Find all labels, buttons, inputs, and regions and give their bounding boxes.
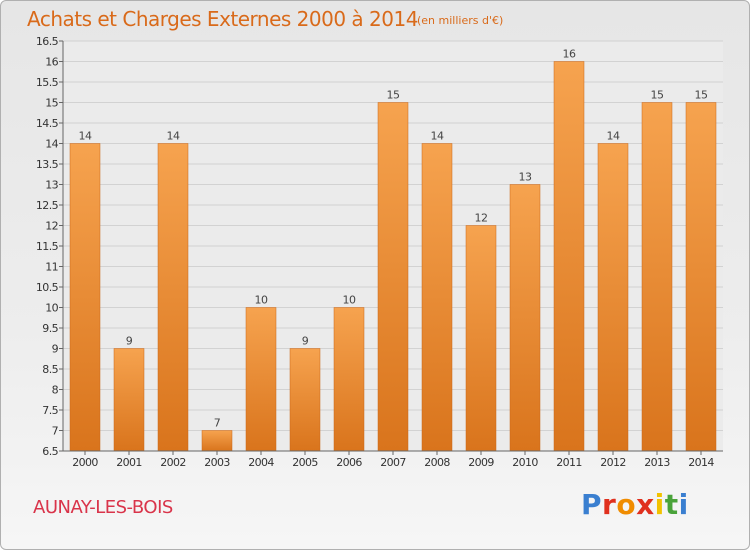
x-axis: 2000 2001 2002 2003 2004 2005 2006 2007 2008 2009…: [63, 450, 723, 469]
chart-title: Achats et Charges Externes 2000 à 2014: [27, 7, 418, 31]
bar-2007: [377, 102, 409, 452]
x-tick-label: 2005: [292, 456, 318, 469]
bar-2002: [157, 143, 189, 452]
x-tick-label: 2012: [600, 456, 626, 469]
y-tick-label: 14: [45, 138, 58, 151]
x-tick-label: 2009: [468, 456, 494, 469]
x-tick-label: 2000: [72, 456, 98, 469]
y-tick-label: 10.5: [36, 281, 59, 294]
bar-value-label: 12: [475, 212, 488, 225]
y-tick-label: 9: [52, 343, 59, 356]
x-tick-label: 2013: [644, 456, 670, 469]
bar-value-label: 15: [651, 89, 664, 102]
y-tick-label: 12.5: [36, 199, 59, 212]
bar-2004: [245, 307, 277, 452]
bar-value-label: 14: [431, 130, 444, 143]
bar-value-label: 9: [302, 335, 309, 348]
bar-value-label: 16: [563, 48, 576, 61]
y-tick-label: 15.5: [36, 76, 59, 89]
bar-2006: [333, 307, 365, 452]
y-tick-label: 8.5: [42, 363, 58, 376]
y-tick-label: 8: [52, 384, 59, 397]
x-tick-label: 2007: [380, 456, 406, 469]
y-tick-label: 16: [45, 56, 58, 69]
y-tick-label: 16.5: [36, 35, 59, 48]
y-tick-label: 15: [45, 97, 58, 110]
y-tick-label: 9.5: [42, 322, 58, 335]
bar-value-label: 13: [519, 171, 532, 184]
y-tick-label: 11.5: [36, 240, 59, 253]
bar-value-label: 10: [343, 294, 356, 307]
bar-value-label: 10: [255, 294, 268, 307]
bar-value-label: 15: [387, 89, 400, 102]
bar-value-label: 14: [167, 130, 180, 143]
bar-2014: [685, 102, 717, 452]
y-tick-label: 11: [45, 261, 58, 274]
y-tick-label: 12: [45, 220, 58, 233]
bar-2003: [201, 430, 233, 452]
bar-value-label: 9: [126, 335, 133, 348]
bar-value-label: 7: [214, 417, 221, 430]
y-axis: 6.5 7 7.5 8 8.5 9 9.5 10 10.5 11 11.5 12 12.5 13 13.5 1…: [36, 35, 64, 458]
proxiti-logo[interactable]: Proxiti: [581, 488, 689, 521]
bar-value-label: 14: [607, 130, 620, 143]
y-tick-label: 13: [45, 179, 58, 192]
bar-value-label: 14: [79, 130, 92, 143]
x-tick-label: 2010: [512, 456, 538, 469]
bar-2010: [509, 184, 541, 452]
x-tick-label: 2006: [336, 456, 362, 469]
chart-subtitle: (en milliers d'€): [417, 14, 504, 27]
city-name: AUNAY-LES-BOIS: [33, 497, 173, 518]
y-tick-label: 6.5: [42, 445, 58, 458]
x-tick-label: 2001: [116, 456, 142, 469]
bar-2001: [113, 348, 145, 452]
y-tick-label: 14.5: [36, 117, 59, 130]
bar-2009: [465, 225, 497, 452]
bar-2011: [553, 61, 585, 452]
bar-value-label: 15: [695, 89, 708, 102]
bar-2005: [289, 348, 321, 452]
bars: 14 9 14 7 10 9 10 15 14 12 13 16 14 15 15: [69, 48, 717, 452]
x-tick-label: 2002: [160, 456, 186, 469]
x-tick-label: 2004: [248, 456, 274, 469]
bar-2008: [421, 143, 453, 452]
x-tick-label: 2008: [424, 456, 450, 469]
bar-2013: [641, 102, 673, 452]
bar-2000: [69, 143, 101, 452]
x-tick-label: 2011: [556, 456, 582, 469]
y-tick-label: 7.5: [42, 404, 58, 417]
x-tick-label: 2014: [688, 456, 714, 469]
y-tick-label: 10: [45, 302, 58, 315]
bar-2012: [597, 143, 629, 452]
x-tick-label: 2003: [204, 456, 230, 469]
y-tick-label: 7: [52, 425, 59, 438]
y-tick-label: 13.5: [36, 158, 59, 171]
